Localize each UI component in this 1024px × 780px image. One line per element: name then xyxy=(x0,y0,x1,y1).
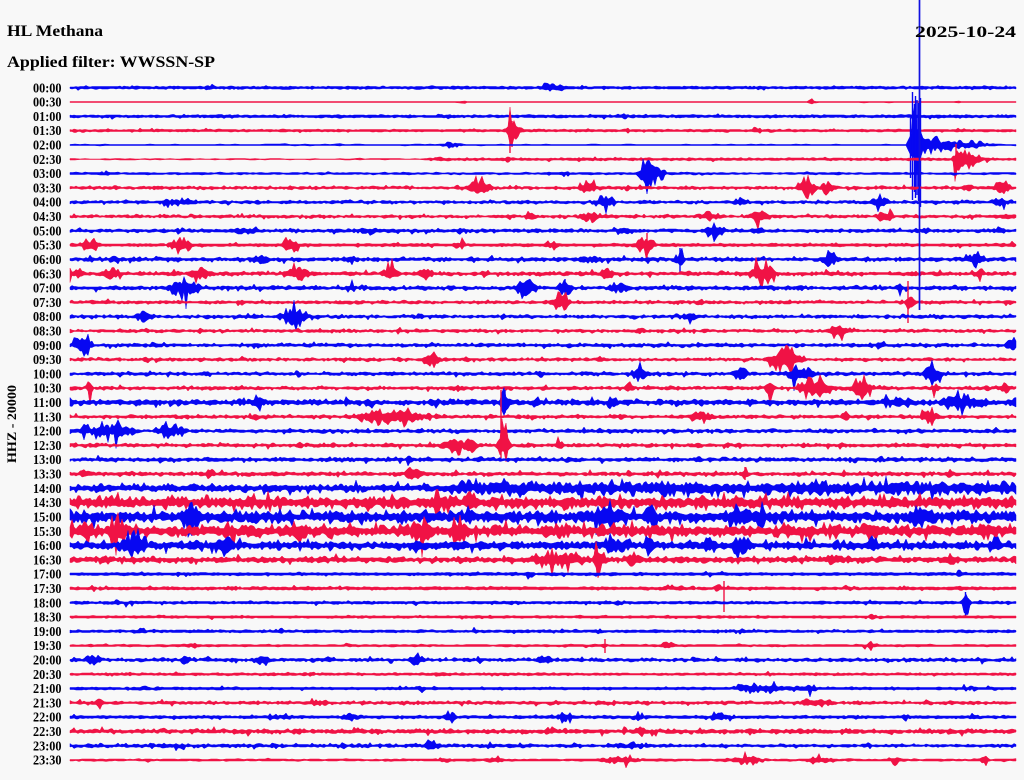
svg-text:14:00: 14:00 xyxy=(33,482,62,497)
svg-text:12:00: 12:00 xyxy=(33,425,62,440)
svg-text:03:30: 03:30 xyxy=(33,182,62,197)
svg-text:15:00: 15:00 xyxy=(33,511,62,526)
svg-text:20:00: 20:00 xyxy=(33,654,62,669)
svg-text:05:30: 05:30 xyxy=(33,239,62,254)
svg-text:22:00: 22:00 xyxy=(33,711,62,726)
svg-text:06:00: 06:00 xyxy=(33,253,62,268)
svg-text:11:00: 11:00 xyxy=(33,396,62,411)
svg-text:13:00: 13:00 xyxy=(33,453,62,468)
svg-text:05:00: 05:00 xyxy=(33,225,62,240)
svg-text:23:00: 23:00 xyxy=(33,740,62,755)
svg-text:20:30: 20:30 xyxy=(33,668,62,683)
svg-text:01:30: 01:30 xyxy=(33,124,62,139)
svg-text:04:00: 04:00 xyxy=(33,196,62,211)
svg-text:06:30: 06:30 xyxy=(33,268,62,283)
svg-text:22:30: 22:30 xyxy=(33,725,62,740)
svg-text:18:30: 18:30 xyxy=(33,611,62,626)
svg-text:02:30: 02:30 xyxy=(33,153,62,168)
svg-text:00:00: 00:00 xyxy=(33,82,62,97)
svg-text:23:30: 23:30 xyxy=(33,754,62,769)
svg-text:2025-10-24: 2025-10-24 xyxy=(915,24,1016,41)
svg-text:10:00: 10:00 xyxy=(33,368,62,383)
svg-text:02:00: 02:00 xyxy=(33,139,62,154)
svg-text:13:30: 13:30 xyxy=(33,468,62,483)
svg-text:HL Methana: HL Methana xyxy=(7,23,103,40)
svg-text:18:00: 18:00 xyxy=(33,597,62,612)
svg-text:15:30: 15:30 xyxy=(33,525,62,540)
svg-text:HHZ - 20000: HHZ - 20000 xyxy=(4,385,19,463)
svg-text:03:00: 03:00 xyxy=(33,167,62,182)
svg-text:Applied filter: WWSSN-SP: Applied filter: WWSSN-SP xyxy=(7,54,215,71)
svg-text:11:30: 11:30 xyxy=(33,411,62,426)
svg-text:17:30: 17:30 xyxy=(33,582,62,597)
svg-text:07:30: 07:30 xyxy=(33,296,62,311)
svg-text:14:30: 14:30 xyxy=(33,496,62,511)
svg-text:21:00: 21:00 xyxy=(33,682,62,697)
svg-text:08:00: 08:00 xyxy=(33,310,62,325)
svg-text:01:00: 01:00 xyxy=(33,110,62,125)
svg-text:17:00: 17:00 xyxy=(33,568,62,583)
svg-text:16:30: 16:30 xyxy=(33,554,62,569)
svg-text:09:00: 09:00 xyxy=(33,339,62,354)
svg-text:12:30: 12:30 xyxy=(33,439,62,454)
svg-text:07:00: 07:00 xyxy=(33,282,62,297)
svg-text:09:30: 09:30 xyxy=(33,353,62,368)
svg-text:00:30: 00:30 xyxy=(33,96,62,111)
svg-text:10:30: 10:30 xyxy=(33,382,62,397)
svg-text:08:30: 08:30 xyxy=(33,325,62,340)
svg-text:04:30: 04:30 xyxy=(33,210,62,225)
svg-text:19:30: 19:30 xyxy=(33,639,62,654)
svg-text:21:30: 21:30 xyxy=(33,697,62,712)
svg-text:16:00: 16:00 xyxy=(33,539,62,554)
svg-text:19:00: 19:00 xyxy=(33,625,62,640)
